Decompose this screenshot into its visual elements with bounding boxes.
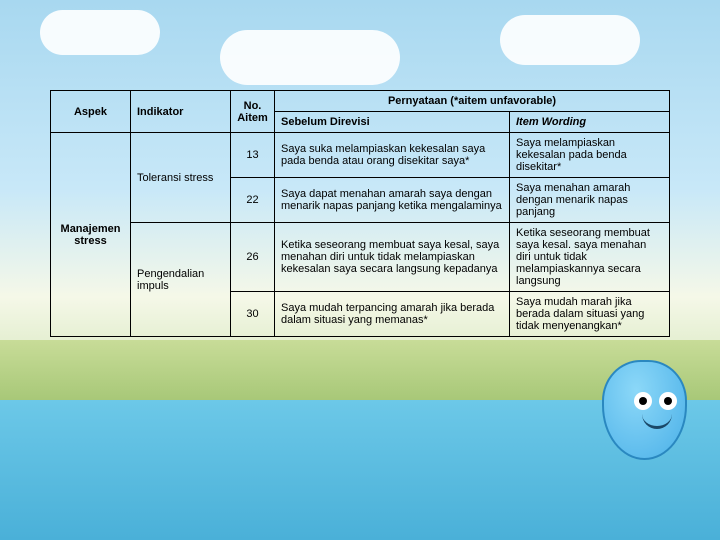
data-table-container: Aspek Indikator No. Aitem Pernyataan (*a…	[50, 90, 670, 337]
table-row: Manajemen stress Toleransi stress 13 Say…	[51, 133, 670, 178]
cell-no: 13	[231, 133, 275, 178]
header-pernyataan: Pernyataan (*aitem unfavorable)	[275, 91, 670, 112]
cell-no: 22	[231, 178, 275, 223]
stress-items-table: Aspek Indikator No. Aitem Pernyataan (*a…	[50, 90, 670, 337]
header-no-aitem: No. Aitem	[231, 91, 275, 133]
background-clouds	[0, 0, 720, 100]
header-wording: Item Wording	[510, 112, 670, 133]
cell-sebelum: Ketika seseorang membuat saya kesal, say…	[275, 223, 510, 292]
cell-wording: Saya melampiaskan kekesalan pada benda d…	[510, 133, 670, 178]
water-drop-mascot	[590, 350, 700, 480]
header-aspek: Aspek	[51, 91, 131, 133]
cell-aspek: Manajemen stress	[51, 133, 131, 337]
cell-sebelum: Saya mudah terpancing amarah jika berada…	[275, 292, 510, 337]
cell-no: 30	[231, 292, 275, 337]
header-indikator: Indikator	[131, 91, 231, 133]
cell-sebelum: Saya dapat menahan amarah saya dengan me…	[275, 178, 510, 223]
cell-sebelum: Saya suka melampiaskan kekesalan saya pa…	[275, 133, 510, 178]
cell-wording: Saya mudah marah jika berada dalam situa…	[510, 292, 670, 337]
header-sebelum: Sebelum Direvisi	[275, 112, 510, 133]
cell-indikator: Pengendalian impuls	[131, 223, 231, 337]
cell-wording: Ketika seseorang membuat saya kesal. say…	[510, 223, 670, 292]
table-row: Pengendalian impuls 26 Ketika seseorang …	[51, 223, 670, 292]
cell-indikator: Toleransi stress	[131, 133, 231, 223]
cell-wording: Saya menahan amarah dengan menarik napas…	[510, 178, 670, 223]
cell-no: 26	[231, 223, 275, 292]
